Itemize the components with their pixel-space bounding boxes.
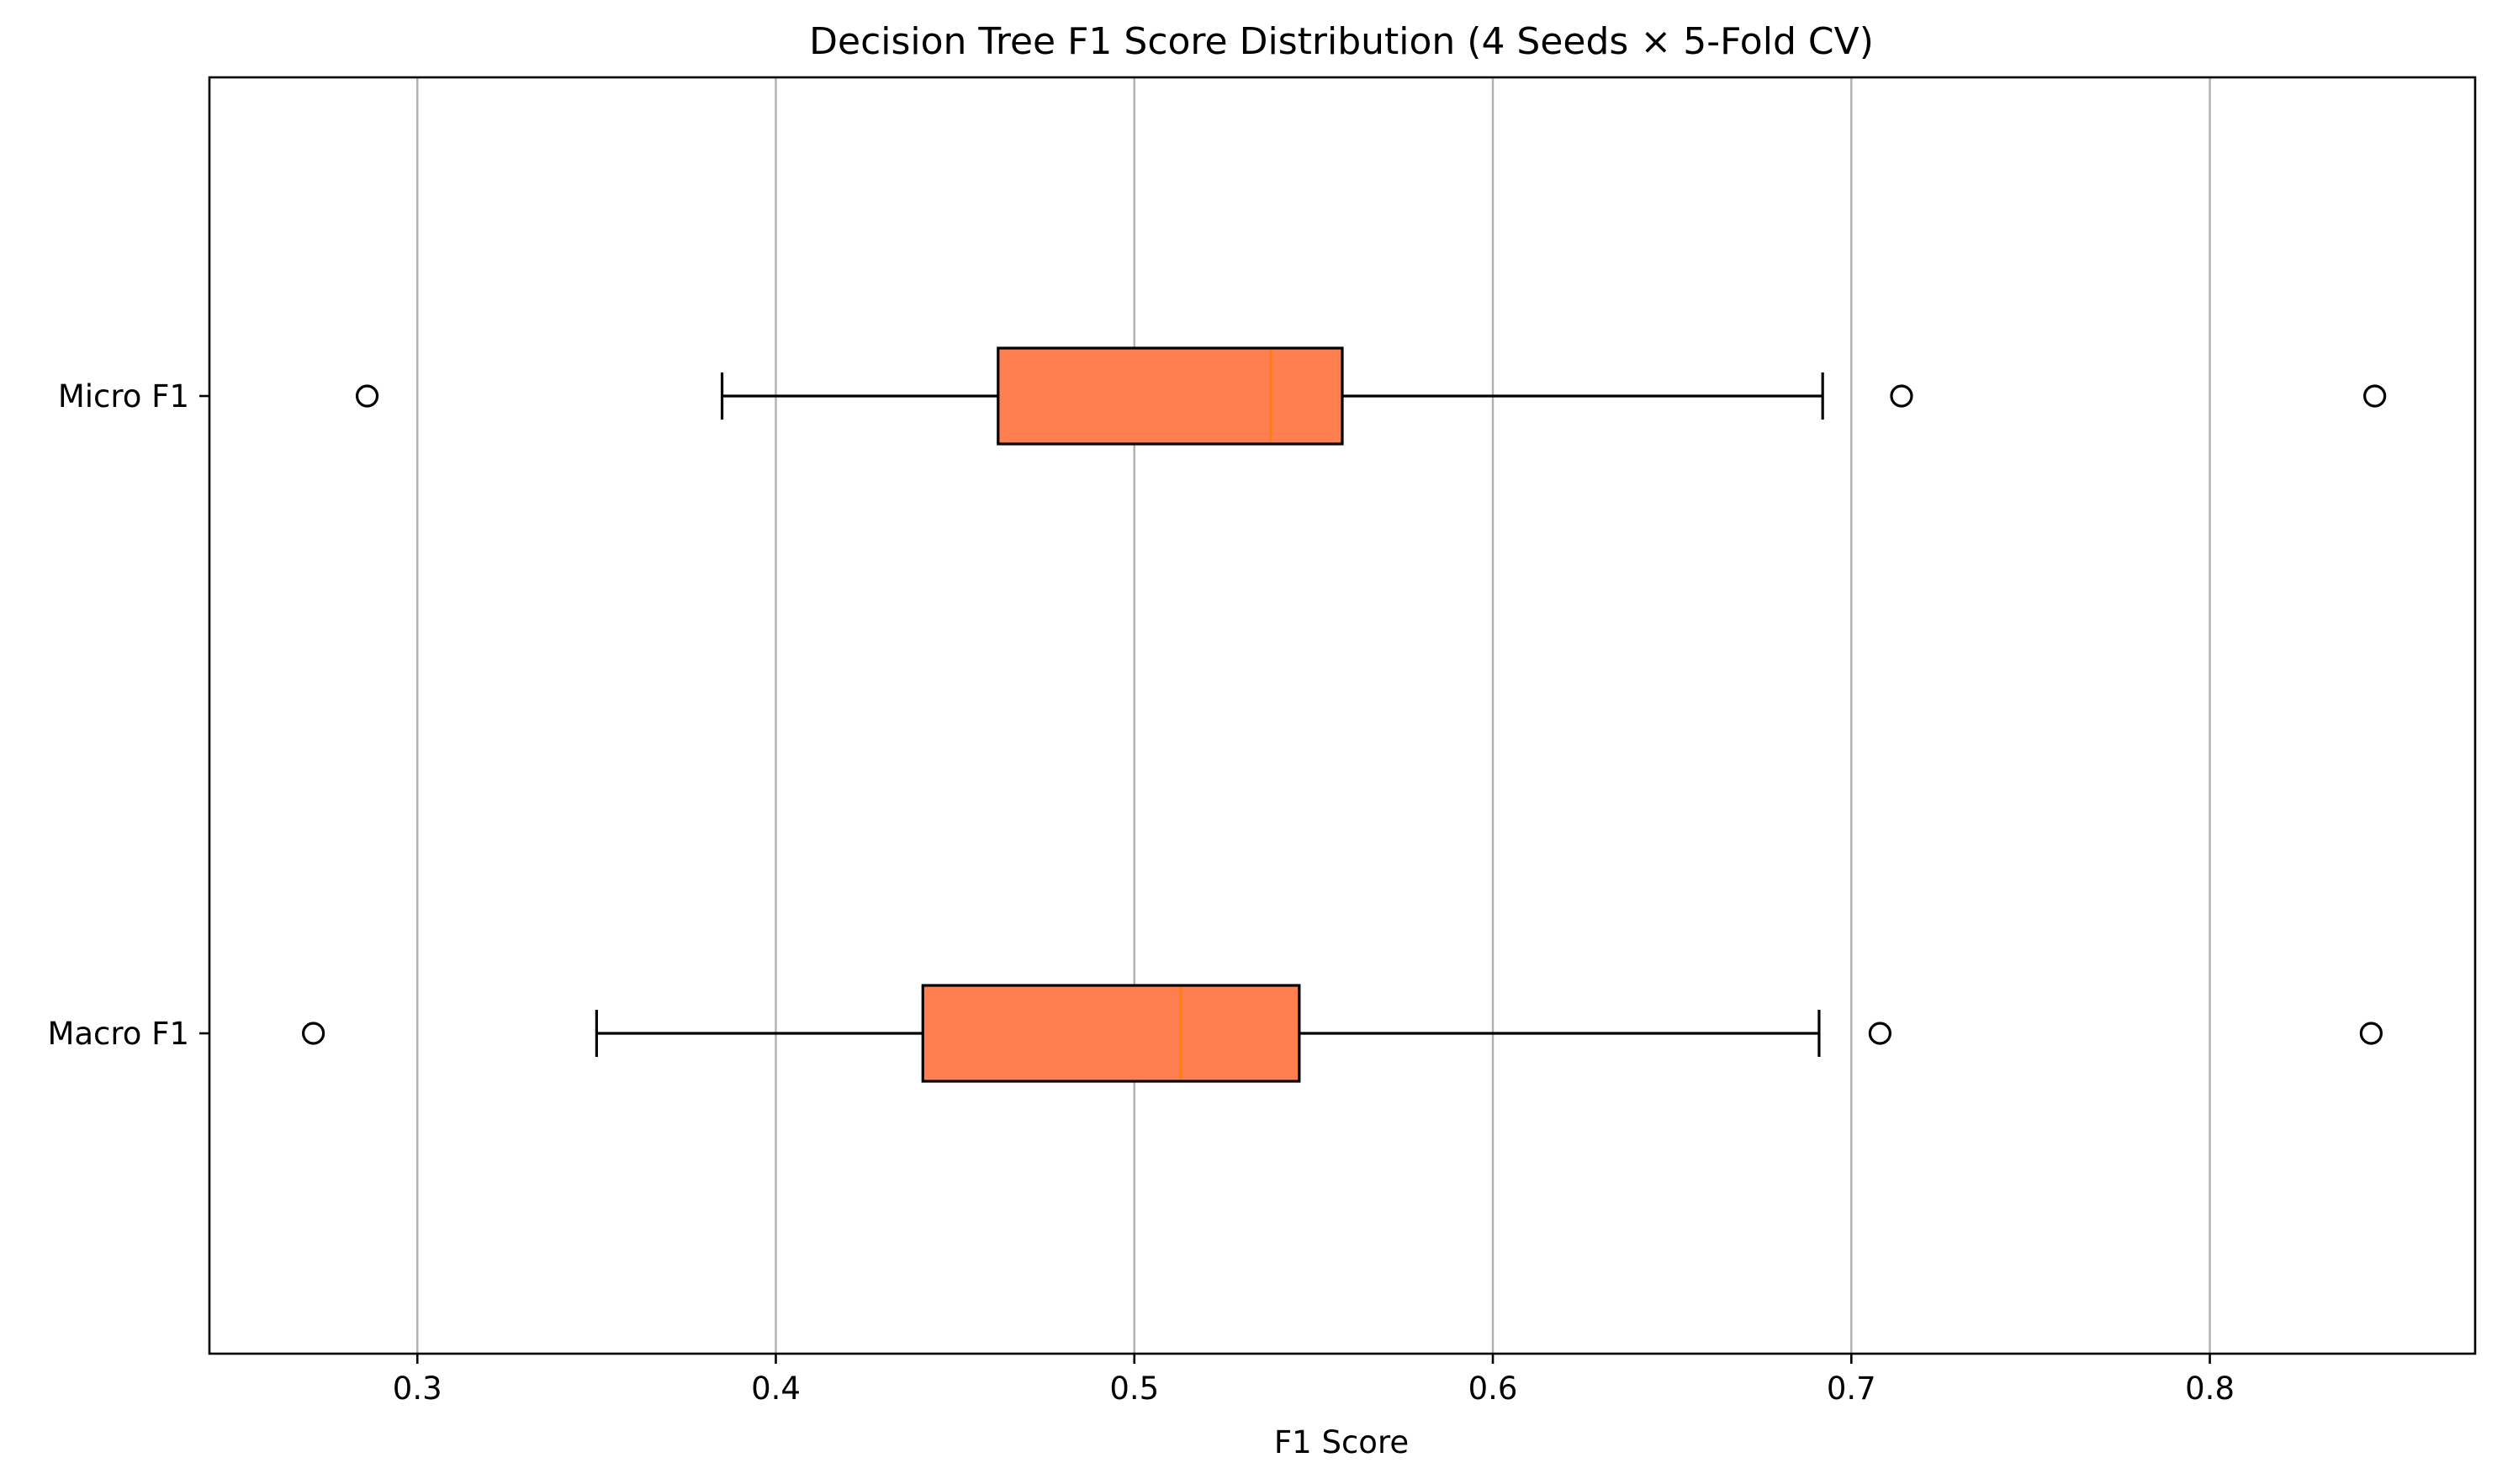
grid-lines bbox=[416, 77, 2211, 1354]
x-tick-label: 0.3 bbox=[393, 1370, 442, 1407]
chart-title: Decision Tree F1 Score Distribution (4 S… bbox=[809, 20, 1874, 63]
plot-frame bbox=[208, 76, 2477, 1355]
x-tick-label: 0.7 bbox=[1827, 1370, 1876, 1407]
outlier-point bbox=[302, 1022, 325, 1045]
interquartile-box bbox=[997, 346, 1344, 446]
outlier-point bbox=[2359, 1022, 2383, 1045]
y-tick-label: Micro F1 bbox=[58, 378, 189, 415]
outlier-point bbox=[355, 384, 379, 408]
interquartile-box bbox=[921, 984, 1301, 1083]
x-ticks: 0.3 0.4 0.5 0.6 0.7 0.8 bbox=[393, 1354, 2235, 1407]
outlier-point bbox=[2363, 384, 2387, 408]
box-layer bbox=[302, 346, 2387, 1083]
outlier-point bbox=[1868, 1022, 1891, 1045]
box-macro-f1 bbox=[302, 984, 2383, 1083]
y-ticks: Micro F1 Macro F1 bbox=[47, 378, 209, 1052]
x-tick-label: 0.5 bbox=[1109, 1370, 1159, 1407]
x-tick-label: 0.8 bbox=[2185, 1370, 2235, 1407]
box-micro-f1 bbox=[355, 346, 2387, 446]
x-tick-label: 0.6 bbox=[1468, 1370, 1518, 1407]
x-axis-label: F1 Score bbox=[1274, 1424, 1409, 1460]
x-tick-label: 0.4 bbox=[751, 1370, 801, 1407]
outlier-point bbox=[1890, 384, 1913, 408]
y-tick-label: Macro F1 bbox=[47, 1016, 189, 1052]
